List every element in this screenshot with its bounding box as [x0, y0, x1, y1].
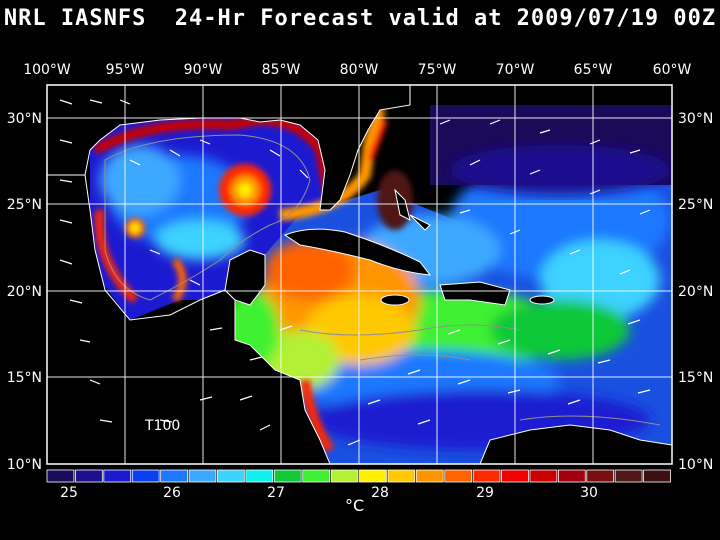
- lat-label: 30°N: [678, 111, 713, 127]
- lat-label: 25°N: [7, 197, 42, 213]
- colorbar-swatch: [75, 469, 103, 483]
- colorbar-swatch: [46, 469, 75, 483]
- lon-label: 65°W: [574, 62, 613, 78]
- lat-label: 15°N: [7, 370, 42, 386]
- colorbar: [46, 469, 671, 483]
- lon-label: 90°W: [184, 62, 223, 78]
- colorbar-swatch: [614, 469, 643, 483]
- colorbar-swatch: [359, 469, 387, 483]
- colorbar-swatch: [472, 469, 501, 483]
- latitude-labels-left: 30°N 25°N 20°N 15°N 10°N: [7, 111, 42, 473]
- colorbar-swatch: [245, 469, 274, 483]
- map-title: NRL IASNFS 24-Hr Forecast valid at 2009/…: [3, 6, 717, 31]
- lat-label: 30°N: [7, 111, 42, 127]
- longitude-labels: 100°W 95°W 90°W 85°W 80°W 75°W 70°W 65°W…: [23, 62, 691, 78]
- colorbar-swatch: [387, 469, 416, 483]
- colorbar-swatch: [273, 469, 302, 483]
- lon-label: 85°W: [262, 62, 301, 78]
- lon-label: 80°W: [340, 62, 379, 78]
- colorbar-tick: 29: [476, 485, 494, 501]
- colorbar-swatch: [415, 469, 444, 483]
- colorbar-unit: °C: [345, 496, 365, 515]
- colorbar-tick: 27: [267, 485, 285, 501]
- colorbar-tick: 25: [60, 485, 78, 501]
- colorbar-swatch: [160, 469, 188, 483]
- colorbar-swatch: [131, 469, 160, 483]
- lon-label: 60°W: [653, 62, 692, 78]
- colorbar-swatch: [302, 469, 330, 483]
- lon-label: 95°W: [106, 62, 145, 78]
- colorbar-ticks: 25 26 27 28 29 30: [60, 485, 598, 501]
- colorbar-tick: 30: [580, 485, 598, 501]
- colorbar-swatch: [557, 469, 586, 483]
- latitude-labels-right: 30°N 25°N 20°N 15°N 10°N: [678, 111, 713, 473]
- colorbar-swatch: [501, 469, 529, 483]
- colorbar-swatch: [586, 469, 615, 483]
- lat-label: 10°N: [678, 457, 713, 473]
- lat-label: 20°N: [678, 284, 713, 300]
- colorbar-swatch: [217, 469, 245, 483]
- lat-label: 25°N: [678, 197, 713, 213]
- colorbar-swatch: [330, 469, 359, 483]
- lat-label: 15°N: [678, 370, 713, 386]
- lat-label: 20°N: [7, 284, 42, 300]
- lon-label: 75°W: [418, 62, 457, 78]
- lon-label: 100°W: [23, 62, 71, 78]
- map-label: T100: [144, 418, 180, 434]
- colorbar-swatch: [643, 469, 671, 483]
- colorbar-swatch: [444, 469, 473, 483]
- graticule: [47, 85, 672, 464]
- lon-label: 70°W: [496, 62, 535, 78]
- colorbar-swatch: [103, 469, 132, 483]
- lat-label: 10°N: [7, 457, 42, 473]
- colorbar-swatch: [529, 469, 558, 483]
- sst-field: [47, 85, 672, 464]
- colorbar-swatch: [188, 469, 217, 483]
- colorbar-tick: 26: [163, 485, 181, 501]
- colorbar-tick: 28: [371, 485, 389, 501]
